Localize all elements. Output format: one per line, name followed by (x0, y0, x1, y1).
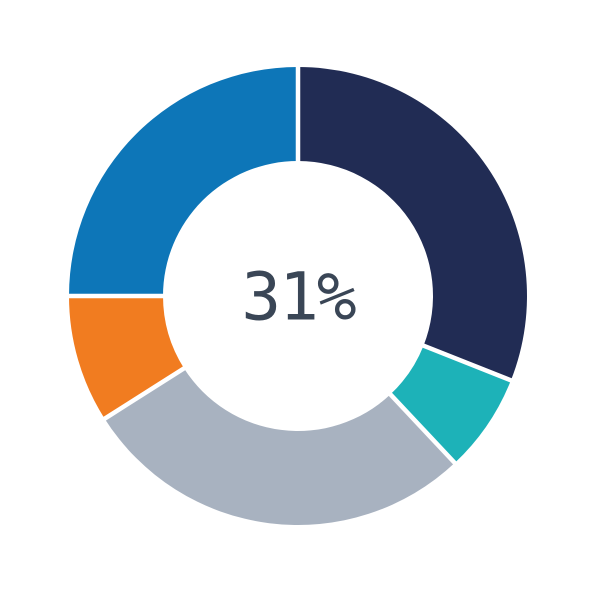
segment-divider (100, 364, 188, 423)
donut-segments (69, 67, 527, 525)
center-percentage-label: 31% (241, 259, 355, 336)
segment-divider (419, 342, 515, 384)
donut-segment-navy[interactable] (298, 67, 527, 381)
segment-dividers (66, 64, 515, 467)
segment-divider (386, 390, 459, 467)
donut-segment-orange[interactable] (69, 296, 185, 419)
donut-segment-blue[interactable] (69, 67, 298, 296)
donut-segment-teal[interactable] (390, 345, 511, 463)
donut-segment-gray[interactable] (104, 368, 455, 525)
